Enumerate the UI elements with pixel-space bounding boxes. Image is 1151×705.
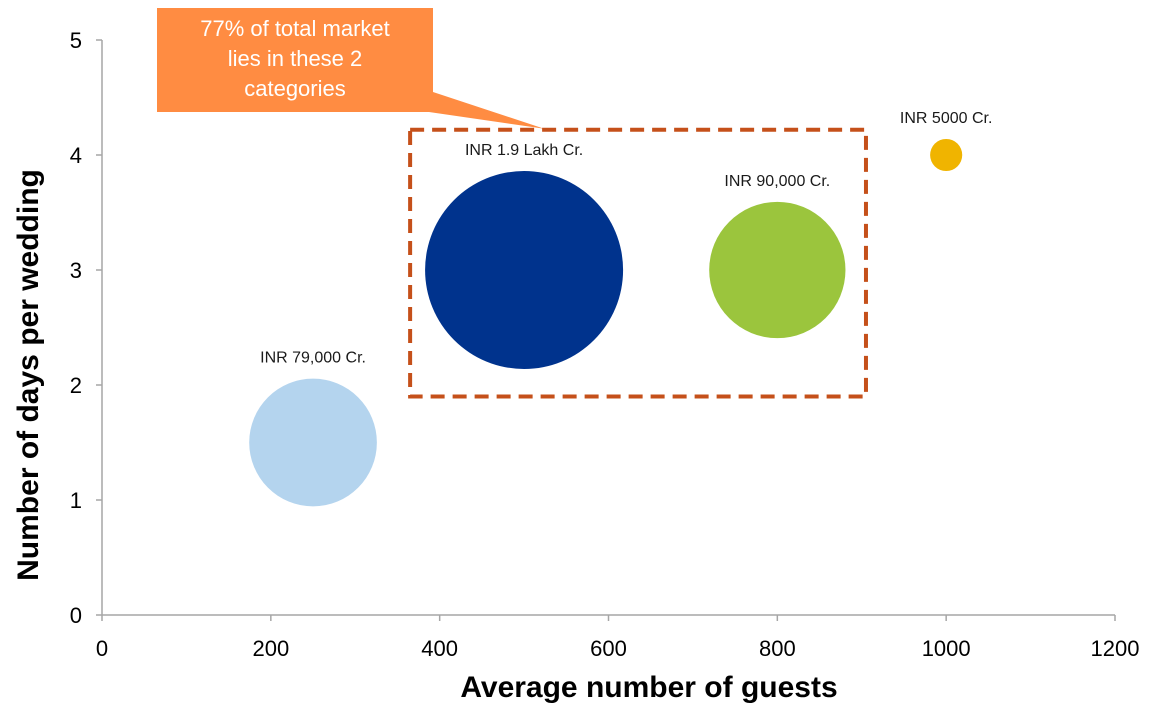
x-tick-label: 600 xyxy=(590,636,627,661)
y-tick-label: 0 xyxy=(70,603,82,628)
bubble xyxy=(930,138,963,172)
bubble xyxy=(249,378,377,507)
x-tick-label: 800 xyxy=(759,636,796,661)
callout-text-line: categories xyxy=(244,76,346,101)
x-tick-label: 200 xyxy=(252,636,289,661)
x-tick-label: 1200 xyxy=(1091,636,1140,661)
callout-text-line: lies in these 2 xyxy=(228,46,363,71)
y-tick-label: 1 xyxy=(70,488,82,513)
callout-text-line: 77% of total market xyxy=(200,16,390,41)
y-tick-label: 5 xyxy=(70,28,82,53)
bubble xyxy=(709,201,846,339)
bubble xyxy=(425,171,624,369)
bubbles xyxy=(249,138,963,507)
callout-box xyxy=(157,8,545,129)
axes: 0 200 400 600 800 1000 1200 0 1 2 3 4 5 xyxy=(70,28,1140,661)
bubble-labels: INR 79,000 Cr. INR 1.9 Lakh Cr. INR 90,000… xyxy=(260,110,992,367)
bubble-label: INR 79,000 Cr. xyxy=(260,350,366,367)
y-tick-label: 2 xyxy=(70,373,82,398)
x-axis-title: Average number of guests xyxy=(460,671,837,704)
y-axis-title: Number of days per wedding xyxy=(12,169,45,581)
y-tick-label: 3 xyxy=(70,258,82,283)
highlight-box-border xyxy=(408,127,868,399)
bubble-label: INR 5000 Cr. xyxy=(900,110,992,127)
callout: 77% of total market lies in these 2 catego… xyxy=(157,8,545,129)
bubble-label: INR 90,000 Cr. xyxy=(724,173,830,190)
x-tick-label: 400 xyxy=(421,636,458,661)
y-tick-label: 4 xyxy=(70,143,82,168)
highlight-box xyxy=(408,127,868,399)
x-tick-label: 0 xyxy=(96,636,108,661)
x-tick-label: 1000 xyxy=(922,636,971,661)
bubble-label: INR 1.9 Lakh Cr. xyxy=(465,142,583,159)
